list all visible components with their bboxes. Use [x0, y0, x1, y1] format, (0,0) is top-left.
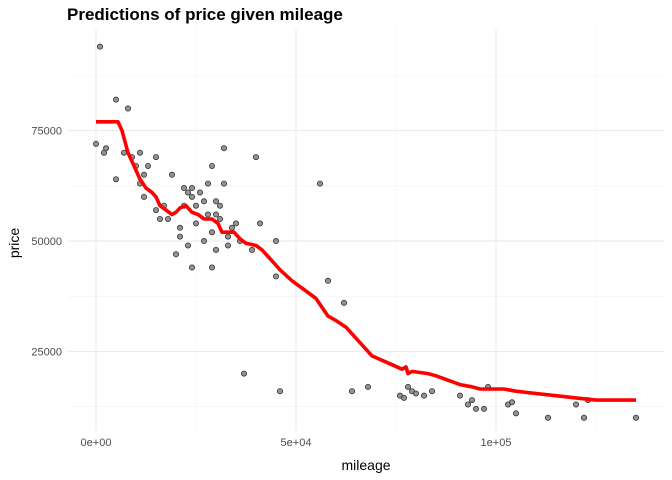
data-point: [113, 96, 120, 103]
data-point: [276, 388, 283, 395]
data-point: [152, 154, 159, 161]
data-point: [480, 405, 487, 412]
y-tick-label: 75000: [31, 126, 62, 138]
data-point: [140, 171, 147, 178]
data-point: [364, 383, 371, 390]
data-point: [240, 370, 247, 377]
data-point: [168, 171, 175, 178]
data-point: [581, 414, 588, 421]
data-point: [188, 185, 195, 192]
data-point: [224, 242, 231, 249]
data-point: [164, 215, 171, 222]
data-point: [573, 401, 580, 408]
prediction-curve: [96, 120, 636, 402]
data-point: [208, 264, 215, 271]
x-tick-label: 0e+00: [81, 437, 112, 449]
data-point: [188, 264, 195, 271]
data-point: [152, 207, 159, 214]
data-point: [420, 392, 427, 399]
data-point: [176, 233, 183, 240]
minor-gridlines: [68, 29, 664, 431]
data-point: [412, 390, 419, 397]
x-tick-label: 5e+04: [281, 437, 312, 449]
data-point: [220, 180, 227, 187]
x-tick-label: 1e+05: [481, 437, 512, 449]
data-point: [192, 202, 199, 209]
data-point: [216, 202, 223, 209]
data-point: [136, 149, 143, 156]
data-point: [204, 211, 211, 218]
data-point: [404, 383, 411, 390]
data-point: [208, 229, 215, 236]
major-gridlines: [68, 29, 664, 431]
data-point: [200, 198, 207, 205]
y-axis-ticks: 25000 50000 75000: [31, 126, 62, 359]
data-point: [103, 145, 110, 152]
y-axis-title: price: [6, 228, 22, 259]
data-point: [113, 176, 120, 183]
data-point: [184, 189, 191, 196]
chart-title: Predictions of price given mileage: [67, 5, 343, 24]
data-point: [125, 105, 132, 112]
data-point: [633, 414, 640, 421]
data-point: [468, 397, 475, 404]
data-point: [508, 399, 515, 406]
data-point: [184, 242, 191, 249]
data-point: [204, 180, 211, 187]
data-point: [464, 401, 471, 408]
data-point: [545, 414, 552, 421]
data-point: [180, 185, 187, 192]
data-points: [93, 43, 640, 421]
x-axis-ticks: 0e+00 5e+04 1e+05: [81, 437, 512, 449]
data-point: [196, 189, 203, 196]
data-point: [212, 198, 219, 205]
data-point: [156, 215, 163, 222]
data-point: [340, 299, 347, 306]
data-point: [256, 220, 263, 227]
y-tick-label: 25000: [31, 346, 62, 358]
data-point: [252, 154, 259, 161]
data-point: [140, 193, 147, 200]
data-point: [93, 140, 100, 147]
data-point: [97, 43, 104, 50]
data-point: [272, 238, 279, 245]
data-point: [188, 193, 195, 200]
data-point: [172, 251, 179, 258]
data-point: [272, 273, 279, 280]
data-point: [513, 410, 520, 417]
data-point: [400, 394, 407, 401]
data-point: [212, 246, 219, 253]
data-point: [348, 388, 355, 395]
data-point: [208, 162, 215, 169]
data-point: [216, 215, 223, 222]
data-point: [316, 180, 323, 187]
data-point: [248, 246, 255, 253]
data-point: [472, 405, 479, 412]
data-point: [192, 220, 199, 227]
prediction-line: [96, 120, 636, 402]
data-point: [144, 162, 151, 169]
data-point: [224, 233, 231, 240]
data-point: [324, 277, 331, 284]
data-point: [428, 388, 435, 395]
data-point: [200, 238, 207, 245]
data-point: [212, 211, 219, 218]
data-point: [176, 224, 183, 231]
data-point: [220, 145, 227, 152]
data-point: [232, 220, 239, 227]
y-tick-label: 50000: [31, 236, 62, 248]
x-axis-title: mileage: [341, 457, 390, 473]
data-point: [456, 392, 463, 399]
data-point: [228, 224, 235, 231]
